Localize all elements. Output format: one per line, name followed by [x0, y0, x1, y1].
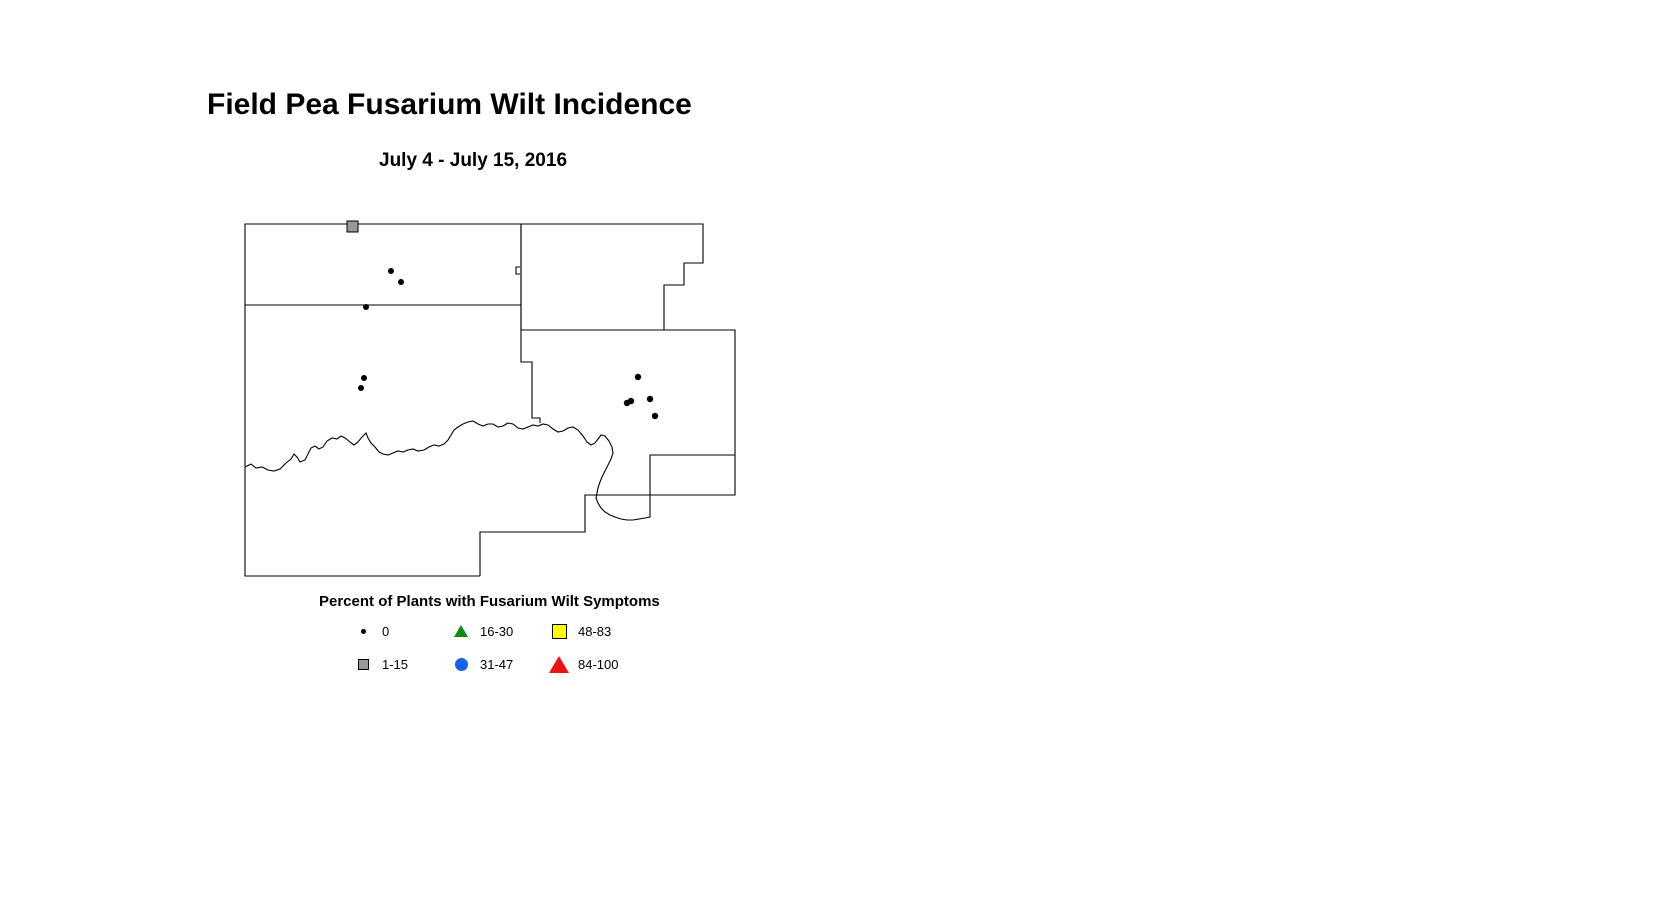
boundary-central-divider: [520, 305, 541, 423]
legend-title: Percent of Plants with Fusarium Wilt Sym…: [319, 593, 660, 610]
boundary-northeast-block: [520, 223, 704, 331]
legend-item-16-30: 16-30: [450, 618, 513, 644]
data-point-dot: [358, 385, 364, 391]
green-triangle-icon: [450, 620, 472, 642]
legend: 0 16-30 48-83 1-15: [352, 618, 682, 680]
page-subtitle: July 4 - July 15, 2016: [379, 150, 568, 171]
map-panel: [240, 205, 740, 585]
data-point-dot: [398, 279, 404, 285]
data-points: [346, 220, 659, 420]
boundary-northwest-block: [244, 223, 522, 306]
boundary-east-middle-block: [521, 329, 736, 496]
legend-row: 1-15 31-47 84-100: [352, 651, 682, 677]
legend-item-0: 0: [352, 618, 389, 644]
legend-item-84-100: 84-100: [548, 651, 618, 677]
legend-item-label: 31-47: [480, 656, 514, 672]
data-point-dot: [646, 395, 654, 403]
small-black-dot-icon: [352, 620, 374, 642]
map-boundaries: [244, 223, 736, 577]
gray-square-icon: [352, 653, 374, 675]
page-title: Field Pea Fusarium Wilt Incidence: [207, 88, 692, 121]
data-point-dot: [651, 412, 659, 420]
boundary-river-line: [244, 420, 651, 521]
boundary-south-step: [479, 494, 650, 576]
red-triangle-icon: [548, 653, 570, 675]
legend-item-label: 1-15: [382, 656, 409, 672]
data-point-dot: [361, 375, 367, 381]
data-point-dot: [634, 373, 642, 381]
legend-item-1-15: 1-15: [352, 651, 408, 677]
data-point-dot: [363, 304, 369, 310]
legend-item-label: 16-30: [480, 623, 514, 639]
legend-item-31-47: 31-47: [450, 651, 513, 677]
boundary-west-border: [244, 305, 480, 577]
map-canvas: [244, 220, 736, 577]
yellow-square-icon: [548, 620, 570, 642]
boundary-notch-upper-divider: [515, 266, 520, 275]
data-point-gray-square: [346, 220, 359, 233]
legend-item-48-83: 48-83: [548, 618, 611, 644]
data-point-dot: [388, 268, 394, 274]
data-point-dot: [627, 397, 635, 405]
boundary-east-lower-step: [649, 454, 735, 495]
legend-item-label: 48-83: [578, 623, 612, 639]
legend-row: 0 16-30 48-83: [352, 618, 682, 644]
blue-circle-icon: [450, 653, 472, 675]
legend-item-label: 84-100: [578, 656, 619, 672]
legend-item-label: 0: [382, 623, 390, 639]
